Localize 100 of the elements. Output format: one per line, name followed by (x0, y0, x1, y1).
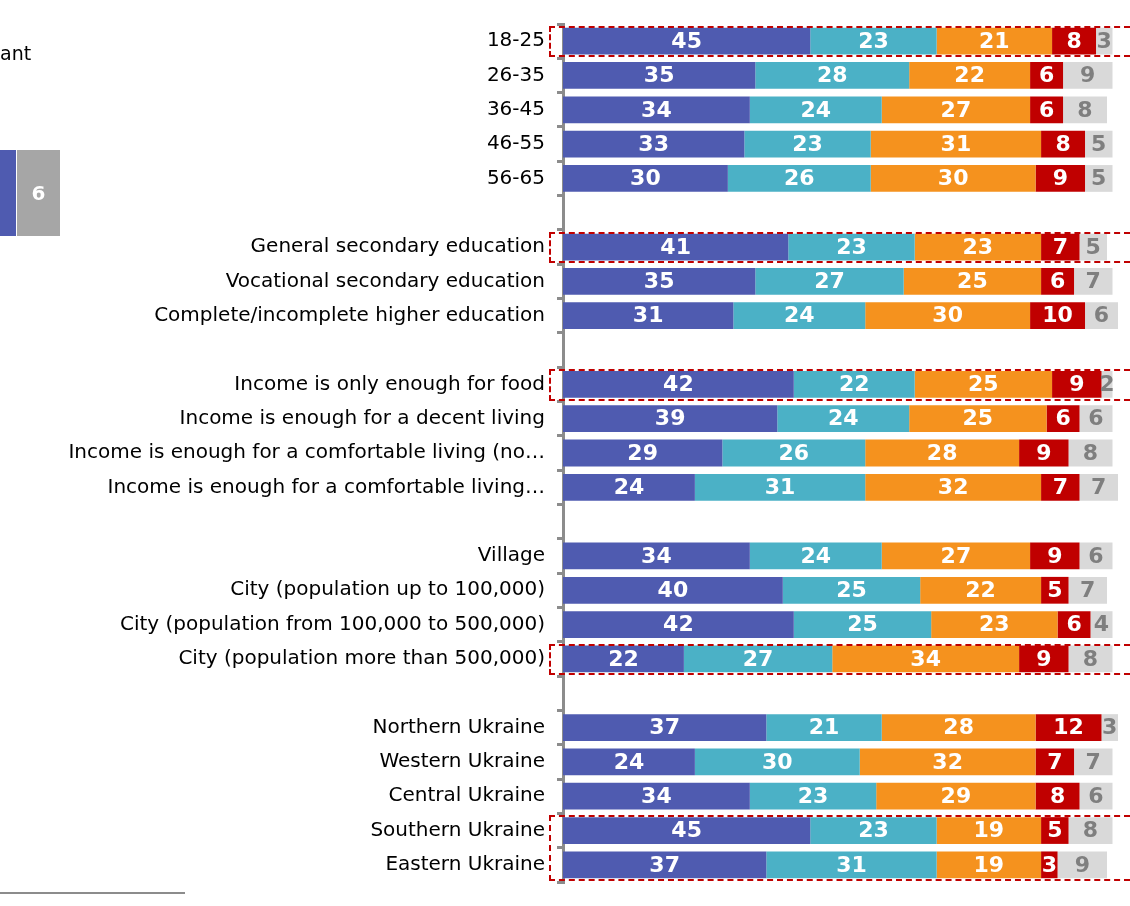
data-label: 23 (979, 611, 1010, 637)
bar (832, 645, 1020, 673)
data-label: 6 (1088, 542, 1104, 568)
data-label: 30 (937, 165, 969, 191)
data-label: 9 (1052, 165, 1068, 191)
data-label: 7 (1080, 577, 1096, 602)
data-label: 8 (1082, 439, 1099, 465)
data-label: 25 (968, 371, 999, 397)
data-label: 24 (613, 474, 645, 500)
bar (563, 96, 750, 124)
data-label: 9 (1074, 851, 1090, 877)
bar (683, 645, 833, 673)
y-tick-label: Income is enough for a decent living (179, 404, 545, 429)
data-label: 6 (1055, 405, 1071, 431)
y-tick-label: City (population from 100,000 to 500,000) (119, 610, 545, 635)
data-label: 23 (858, 27, 889, 53)
text: 6 (17, 150, 60, 236)
data-label: 23 (962, 233, 994, 259)
data-label: 9 (1069, 371, 1085, 397)
bar (563, 782, 750, 810)
data-label: 31 (836, 851, 867, 877)
data-label: 45 (671, 27, 702, 53)
y-tick-label: Income is enough for a comfortable living (no… (68, 439, 545, 464)
y-tick-label: Vocational secondary education (225, 267, 545, 292)
data-label: 9 (1047, 542, 1063, 568)
data-label: 23 (858, 817, 889, 843)
bar (755, 268, 904, 295)
y-tick-label: Western Ukraine (379, 748, 545, 773)
data-label: 8 (1049, 782, 1066, 808)
data-label: 31 (940, 130, 972, 156)
y-tick-label: 56-65 (486, 164, 545, 189)
bar (881, 96, 1031, 124)
data-label: 23 (836, 233, 867, 259)
bar (563, 27, 811, 55)
data-label: 9 (1036, 645, 1052, 671)
bar (755, 62, 910, 89)
bar (903, 268, 1042, 295)
y-tick-label: Southern Ukraine (370, 816, 545, 841)
bar (793, 370, 915, 398)
data-label: 28 (816, 62, 848, 88)
data-label: 29 (940, 782, 972, 808)
bar (563, 302, 734, 330)
data-label: 5 (1085, 233, 1101, 259)
bar (749, 782, 877, 810)
data-label: 8 (1082, 645, 1099, 671)
data-label: 31 (764, 474, 796, 500)
data-label: 37 (649, 851, 680, 877)
data-label: 5 (1047, 577, 1063, 602)
bar (793, 611, 932, 638)
data-label: 4 (1093, 611, 1110, 637)
bar (563, 233, 789, 261)
data-label: 27 (940, 96, 972, 122)
data-label: 34 (641, 96, 672, 122)
bar (563, 62, 756, 89)
data-label: 8 (1055, 130, 1071, 156)
bar (782, 576, 921, 604)
bar (1063, 62, 1113, 89)
data-label: 10 (1042, 302, 1073, 328)
data-label: 5 (1091, 130, 1107, 156)
bar (727, 165, 871, 192)
y-tick-label: 36-45 (486, 96, 545, 120)
data-label: 35 (643, 62, 675, 88)
bar (744, 130, 871, 158)
data-label: 39 (654, 405, 686, 431)
data-label: 23 (792, 130, 823, 156)
data-label: 34 (910, 645, 941, 671)
data-label: 3 (1096, 27, 1112, 53)
data-label: 7 (1085, 748, 1101, 774)
data-label: 7 (1047, 748, 1063, 774)
bar (563, 268, 756, 295)
bar (876, 782, 1036, 810)
data-label: 40 (657, 577, 689, 602)
data-label: 24 (800, 96, 832, 122)
data-label: 25 (957, 268, 988, 294)
bar (810, 817, 937, 844)
bar (563, 405, 778, 433)
bar (931, 611, 1058, 638)
data-label: 25 (962, 405, 994, 431)
bar (694, 473, 866, 501)
data-label: 24 (800, 542, 832, 568)
data-label: 9 (1036, 439, 1052, 465)
data-label: 33 (638, 130, 669, 156)
data-label: 21 (808, 714, 840, 740)
data-label: 12 (1053, 714, 1084, 740)
data-label: 32 (932, 748, 963, 774)
y-tick-label: 18-25 (486, 27, 545, 52)
data-label: 3 (1102, 714, 1118, 740)
data-label: 34 (641, 782, 672, 808)
bar (909, 62, 1031, 89)
text: ant (0, 42, 32, 64)
y-tick-label: Northern Ukraine (372, 713, 545, 738)
bar (920, 576, 1042, 604)
bar (766, 851, 937, 879)
data-label: 29 (627, 439, 658, 465)
y-tick-label: City (population more than 500,000) (178, 645, 545, 670)
bar (865, 439, 1020, 467)
data-label: 31 (632, 302, 664, 328)
y-tick-label: 26-35 (486, 61, 545, 86)
data-label: 22 (838, 371, 870, 397)
data-label: 25 (836, 577, 867, 602)
